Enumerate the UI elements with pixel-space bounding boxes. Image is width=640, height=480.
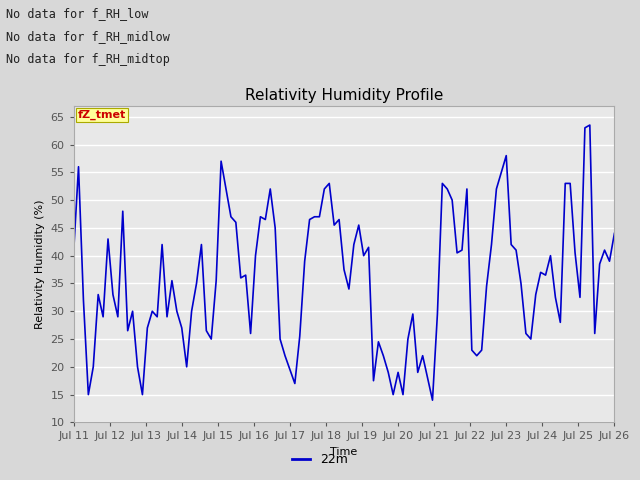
Title: Relativity Humidity Profile: Relativity Humidity Profile <box>245 88 443 103</box>
Text: No data for f_RH_midlow: No data for f_RH_midlow <box>6 30 170 43</box>
Text: No data for f_RH_low: No data for f_RH_low <box>6 7 149 20</box>
Y-axis label: Relativity Humidity (%): Relativity Humidity (%) <box>35 199 45 329</box>
X-axis label: Time: Time <box>330 447 358 457</box>
Text: No data for f_RH_midtop: No data for f_RH_midtop <box>6 53 170 66</box>
Legend: 22m: 22m <box>287 448 353 471</box>
Text: fZ_tmet: fZ_tmet <box>78 110 126 120</box>
